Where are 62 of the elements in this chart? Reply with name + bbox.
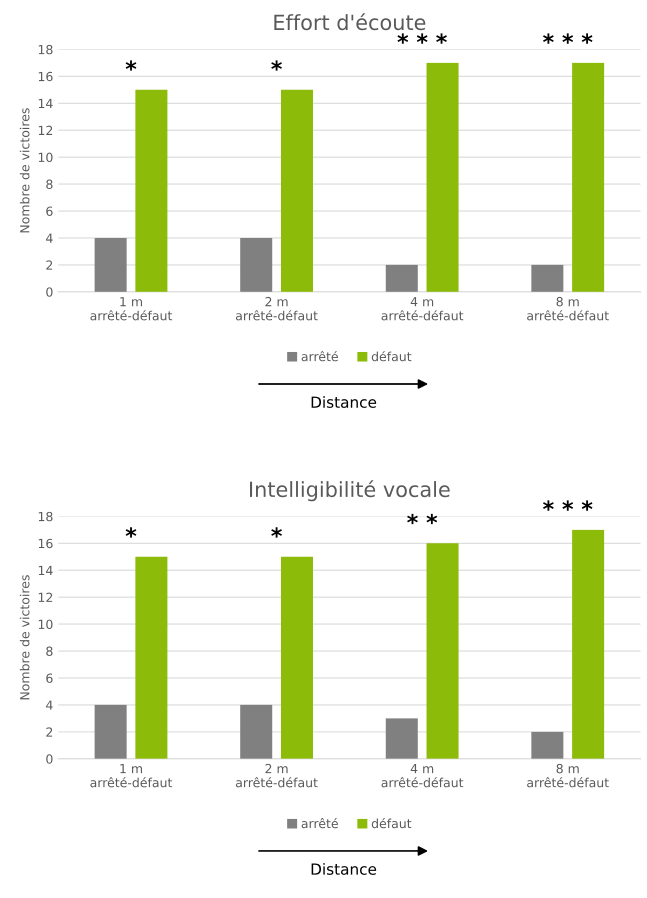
x-tick-label: 4 m arrêté-défaut bbox=[382, 297, 464, 320]
y-tick-label: 8 bbox=[46, 646, 53, 656]
bar bbox=[386, 264, 418, 292]
bar bbox=[94, 238, 127, 292]
y-tick-label: 4 bbox=[46, 234, 53, 243]
annotation: * bbox=[271, 60, 282, 71]
x-tick-label: 2 m arrêté-défaut bbox=[236, 764, 318, 788]
annotation: * bbox=[271, 527, 282, 538]
x-tick-label: 2 m arrêté-défaut bbox=[236, 296, 318, 320]
bar bbox=[240, 238, 272, 292]
y-tick-label: 18 bbox=[38, 512, 53, 522]
bar bbox=[426, 62, 459, 292]
bar bbox=[94, 704, 127, 759]
bar bbox=[280, 556, 313, 759]
y-axis-title: Nombre de victoires bbox=[20, 108, 30, 232]
y-tick-label: 4 bbox=[46, 700, 53, 710]
y-tick-label: 0 bbox=[46, 287, 53, 297]
bar bbox=[426, 543, 459, 759]
y-tick-label: 18 bbox=[38, 44, 53, 54]
bar bbox=[531, 264, 564, 292]
y-tick-label: 14 bbox=[38, 566, 53, 575]
annotation: * * * bbox=[397, 33, 447, 44]
y-tick-label: 12 bbox=[38, 592, 52, 602]
x-axis-title: Distance bbox=[312, 396, 376, 408]
bar bbox=[135, 556, 168, 759]
y-tick-label: 10 bbox=[38, 620, 53, 630]
y-tick-label: 12 bbox=[38, 126, 52, 135]
x-tick-label: 8 m arrêté-défaut bbox=[527, 296, 609, 320]
y-tick-label: 2 bbox=[46, 260, 52, 270]
y-tick-label: 6 bbox=[46, 206, 53, 216]
x-tick-label: 8 m arrêté-défaut bbox=[527, 764, 609, 788]
y-axis-title: Nombre de victoires bbox=[20, 575, 30, 700]
x-tick-label: 1 m arrêté-défaut bbox=[90, 297, 172, 320]
bar bbox=[280, 90, 313, 292]
y-tick-label: 6 bbox=[46, 673, 53, 683]
y-tick-label: 8 bbox=[46, 180, 53, 190]
annotation: * bbox=[126, 527, 136, 538]
legend-label: défaut bbox=[372, 351, 412, 362]
annotation: * * * bbox=[543, 500, 592, 511]
y-tick-label: 10 bbox=[38, 152, 53, 162]
y-tick-label: 0 bbox=[46, 754, 53, 764]
annotation: * * bbox=[407, 514, 438, 524]
bar bbox=[135, 90, 168, 292]
x-tick-label: 1 m arrêté-défaut bbox=[90, 764, 172, 788]
chart-title: Intelligibilité vocale bbox=[250, 480, 450, 502]
legend-label: défaut bbox=[372, 818, 412, 828]
annotation: * bbox=[126, 60, 136, 71]
legend-label: arrêté bbox=[302, 351, 338, 362]
bar bbox=[240, 704, 272, 759]
bar bbox=[386, 718, 418, 759]
x-tick-label: 4 m arrêté-défaut bbox=[382, 764, 464, 788]
annotation: * * * bbox=[543, 33, 592, 44]
y-tick-label: 2 bbox=[46, 727, 52, 737]
y-tick-label: 14 bbox=[38, 98, 53, 108]
legend-label: arrêté bbox=[302, 818, 338, 828]
bar bbox=[531, 732, 564, 759]
y-tick-label: 16 bbox=[38, 72, 53, 82]
chart-title: Effort d'écoute bbox=[274, 13, 426, 30]
bar bbox=[572, 530, 604, 759]
x-axis-title: Distance bbox=[312, 863, 376, 875]
y-tick-label: 16 bbox=[38, 538, 53, 548]
bar bbox=[572, 62, 604, 292]
